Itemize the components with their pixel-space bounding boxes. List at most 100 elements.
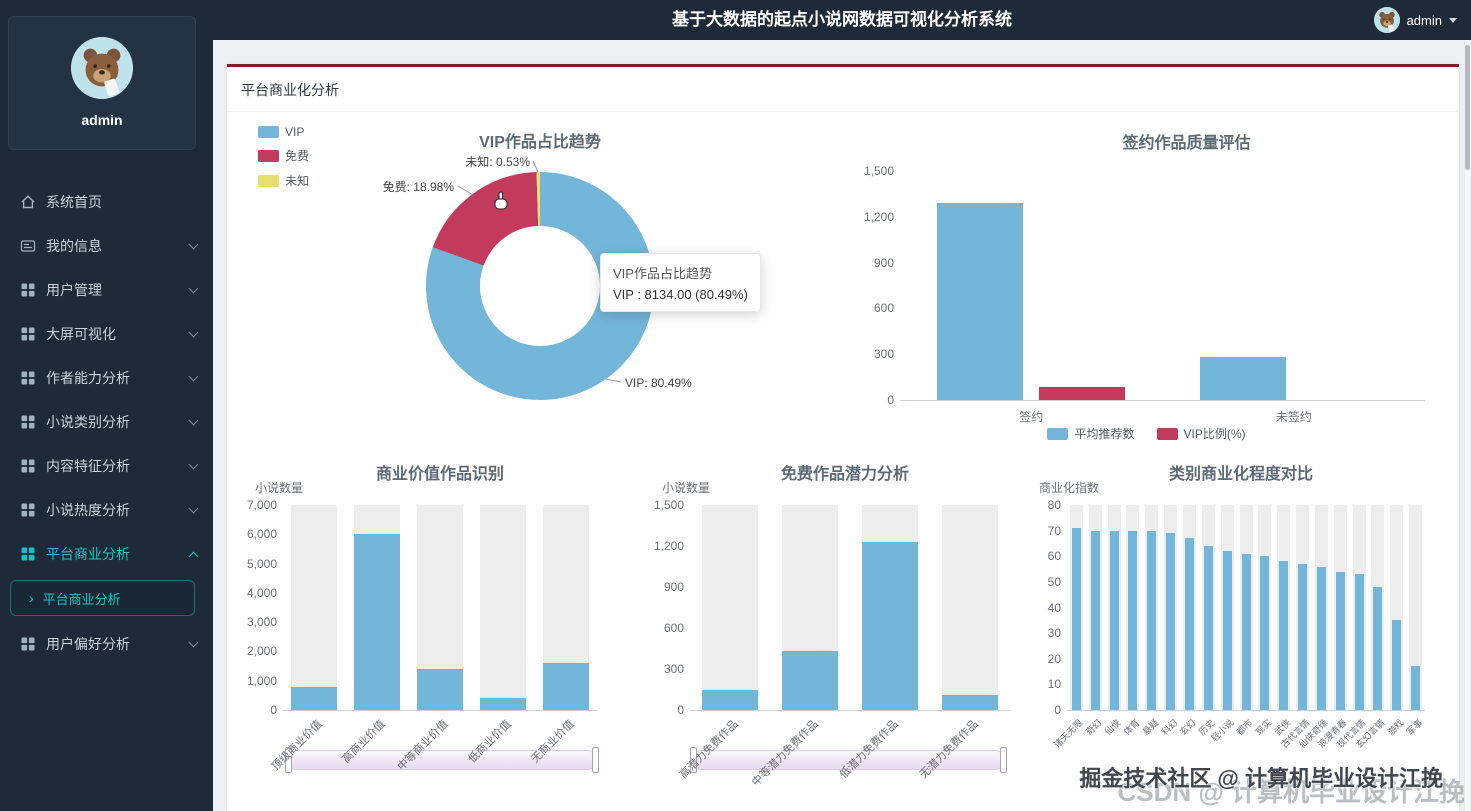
datazoom-slider[interactable] xyxy=(285,747,599,773)
grid-icon xyxy=(20,282,36,298)
grid-icon xyxy=(20,546,36,562)
datazoom-handle-left[interactable] xyxy=(285,747,292,773)
caret-down-icon xyxy=(1449,17,1457,23)
bar-background xyxy=(942,505,998,710)
sidebar-subitem-platform-business[interactable]: › 平台商业分析 xyxy=(10,580,195,616)
pie-label-unknown: 未知: 0.53% xyxy=(465,155,530,169)
grid-icon xyxy=(20,414,36,430)
bar-background xyxy=(291,505,338,710)
bar[interactable] xyxy=(1166,533,1176,710)
bar[interactable] xyxy=(1222,551,1232,710)
sidebar-item-label: 大屏可视化 xyxy=(46,326,116,342)
bar[interactable] xyxy=(417,669,463,710)
bar[interactable] xyxy=(1203,546,1213,710)
legend-item-free[interactable]: 免费 xyxy=(258,147,309,164)
bar[interactable] xyxy=(1354,574,1364,710)
bar[interactable] xyxy=(1298,563,1308,710)
legend-item-avg-recommend[interactable]: 平均推荐数 xyxy=(1047,425,1135,442)
bar[interactable] xyxy=(354,534,401,710)
y-tick-label: 6,000 xyxy=(246,527,277,542)
sidebar-item-big-screen[interactable]: 大屏可视化 xyxy=(0,312,213,356)
y-axis-name: 小说数量 xyxy=(255,481,304,495)
sidebar-item-label: 内容特征分析 xyxy=(46,458,130,474)
scrollbar-thumb[interactable] xyxy=(1465,45,1470,170)
y-tick-label: 50 xyxy=(1047,574,1061,589)
datazoom-slider[interactable] xyxy=(690,747,1007,773)
sidebar-item-label: 平台商业分析 xyxy=(46,546,130,562)
sidebar-item-label: 作者能力分析 xyxy=(46,370,130,386)
sidebar-item-user-preference[interactable]: 用户偏好分析 xyxy=(0,622,213,666)
id-card-icon xyxy=(20,238,36,254)
donut-slice-未知[interactable] xyxy=(426,172,654,400)
tooltip: VIP作品占比趋势 VIP : 8134.00 (80.49%) xyxy=(600,253,761,312)
bar[interactable] xyxy=(1373,587,1383,710)
sidebar-item-my-info[interactable]: 我的信息 xyxy=(0,224,213,268)
sidebar-item-content-feature[interactable]: 内容特征分析 xyxy=(0,444,213,488)
chart-title: 签约作品质量评估 xyxy=(1122,135,1251,152)
chevron-down-icon xyxy=(188,415,199,425)
legend-swatch xyxy=(258,174,279,187)
datazoom-handle-left[interactable] xyxy=(690,747,697,773)
submenu-label: 平台商业分析 xyxy=(42,591,121,607)
pie-label-free: 免费: 18.98% xyxy=(382,180,454,194)
x-axis-line xyxy=(690,710,1010,711)
bar[interactable] xyxy=(1109,530,1119,710)
y-tick-label: 7,000 xyxy=(246,498,277,512)
profile-avatar xyxy=(71,37,133,99)
panel-title: 平台商业化分析 xyxy=(241,82,339,98)
bar[interactable] xyxy=(1241,553,1251,710)
pie-legend: VIP 免费 未知 xyxy=(258,125,309,189)
bar[interactable] xyxy=(542,663,589,710)
sidebar-item-novel-category[interactable]: 小说类别分析 xyxy=(0,400,213,444)
y-tick-label: 1,500 xyxy=(653,498,684,512)
bar[interactable] xyxy=(862,541,918,710)
bar[interactable] xyxy=(1392,620,1402,710)
y-tick-label: 1,200 xyxy=(863,209,894,224)
bar-background xyxy=(702,505,758,710)
bar-background xyxy=(1409,505,1423,710)
chart-title: 类别商业化程度对比 xyxy=(1168,466,1313,483)
user-name: admin xyxy=(1406,12,1442,28)
bar[interactable] xyxy=(1335,571,1345,710)
bar[interactable] xyxy=(1199,357,1286,400)
bar[interactable] xyxy=(1184,538,1194,710)
legend-label: 平均推荐数 xyxy=(1074,427,1135,441)
bar[interactable] xyxy=(942,694,998,710)
y-tick-label: 70 xyxy=(1047,523,1061,538)
bar[interactable] xyxy=(702,689,758,710)
sidebar-item-label: 小说类别分析 xyxy=(46,414,130,430)
bar[interactable] xyxy=(1090,530,1100,710)
datazoom-handle-right[interactable] xyxy=(592,747,599,773)
bar[interactable] xyxy=(1411,666,1421,710)
bar[interactable] xyxy=(1260,556,1270,710)
user-menu[interactable]: admin xyxy=(1373,0,1457,40)
legend-item-unknown[interactable]: 未知 xyxy=(258,172,309,189)
bar[interactable] xyxy=(1128,530,1138,710)
y-tick-label: 1,200 xyxy=(653,539,684,553)
sidebar-item-novel-popularity[interactable]: 小说热度分析 xyxy=(0,488,213,532)
bar[interactable] xyxy=(1039,386,1126,400)
bar[interactable] xyxy=(1147,530,1157,710)
y-tick-label: 1,000 xyxy=(246,673,277,688)
sidebar-item-label: 用户偏好分析 xyxy=(46,636,130,652)
bar[interactable] xyxy=(1071,528,1081,710)
bar[interactable] xyxy=(937,203,1024,400)
sidebar-item-user-management[interactable]: 用户管理 xyxy=(0,268,213,312)
legend-swatch xyxy=(1047,427,1069,440)
bar[interactable] xyxy=(1279,561,1289,710)
bar[interactable] xyxy=(291,686,338,710)
bar[interactable] xyxy=(1316,566,1326,710)
bar[interactable] xyxy=(782,651,838,710)
datazoom-handle-right[interactable] xyxy=(1000,747,1007,773)
sidebar-item-author-ability[interactable]: 作者能力分析 xyxy=(0,356,213,400)
legend-swatch xyxy=(1156,427,1178,440)
sidebar-item-label: 我的信息 xyxy=(46,238,102,254)
legend-item-vip-ratio[interactable]: VIP比例(%) xyxy=(1156,425,1246,442)
legend-item-vip[interactable]: VIP xyxy=(258,125,309,139)
bar[interactable] xyxy=(479,698,526,710)
panel-header: 平台商业化分析 xyxy=(227,67,1459,112)
sidebar-item-platform-business[interactable]: 平台商业分析 xyxy=(0,532,213,576)
sidebar-item-home[interactable]: 系统首页 xyxy=(0,180,213,224)
chevron-down-icon xyxy=(188,327,199,337)
scrollbar-track[interactable] xyxy=(1464,40,1471,811)
